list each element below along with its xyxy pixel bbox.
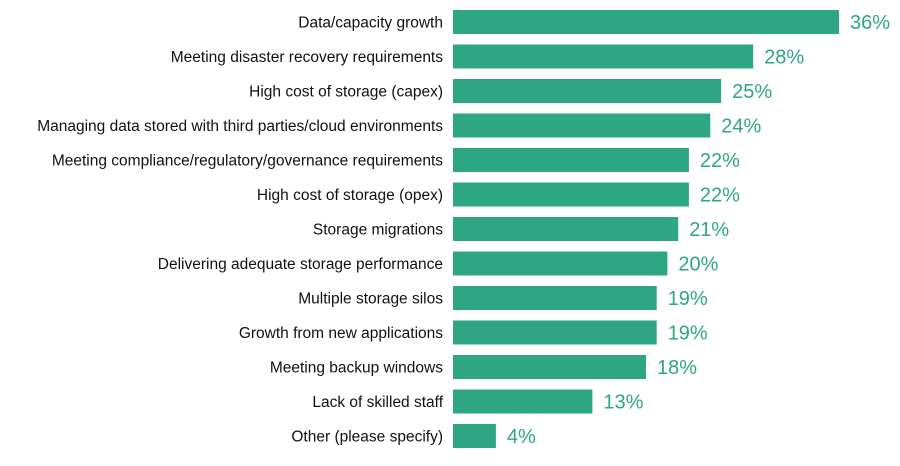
category-label-6: Storage migrations — [313, 222, 443, 239]
bar-11 — [453, 389, 593, 414]
bar-0 — [453, 10, 839, 34]
value-label-10: 18% — [657, 357, 697, 379]
value-label-6: 21% — [689, 219, 729, 241]
value-label-12: 4% — [507, 426, 536, 448]
category-label-3: Managing data stored with third parties/… — [37, 118, 443, 135]
category-label-4: Meeting compliance/regulatory/governance… — [52, 153, 443, 170]
bar-8 — [453, 286, 657, 310]
value-label-9: 19% — [668, 323, 708, 345]
value-label-2: 25% — [732, 81, 772, 103]
category-label-7: Delivering adequate storage performance — [158, 256, 443, 273]
bar-9 — [453, 320, 657, 345]
category-label-11: Lack of skilled staff — [312, 394, 443, 411]
bar-1 — [453, 44, 754, 69]
category-label-1: Meeting disaster recovery requirements — [171, 49, 443, 66]
value-label-4: 22% — [700, 150, 740, 172]
value-label-8: 19% — [668, 288, 708, 310]
category-label-0: Data/capacity growth — [298, 15, 443, 32]
bars-layer — [453, 10, 839, 448]
bar-5 — [453, 182, 689, 207]
bar-4 — [453, 148, 689, 172]
value-label-3: 24% — [721, 116, 761, 138]
bar-10 — [453, 355, 646, 379]
category-label-9: Growth from new applications — [239, 325, 443, 342]
bar-2 — [453, 79, 722, 103]
value-labels: 36% 28% 25% 24% 22% 22% 21% 20% 19% 19% 18% 13% 4% — [507, 12, 890, 448]
category-label-2: High cost of storage (capex) — [249, 84, 443, 101]
category-labels: Data/capacity growth Meeting disaster rec… — [37, 15, 444, 446]
category-label-12: Other (please specify) — [291, 429, 443, 446]
bar-3 — [453, 113, 711, 138]
category-label-10: Meeting backup windows — [270, 360, 443, 377]
value-label-11: 13% — [603, 392, 643, 414]
category-label-8: Multiple storage silos — [298, 291, 443, 308]
category-label-5: High cost of storage (opex) — [257, 187, 443, 204]
value-label-5: 22% — [700, 185, 740, 207]
bar-12 — [453, 424, 496, 448]
bar-7 — [453, 251, 668, 276]
bar-6 — [453, 217, 679, 241]
value-label-7: 20% — [678, 254, 718, 276]
value-label-0: 36% — [850, 12, 890, 34]
value-label-1: 28% — [764, 47, 804, 69]
